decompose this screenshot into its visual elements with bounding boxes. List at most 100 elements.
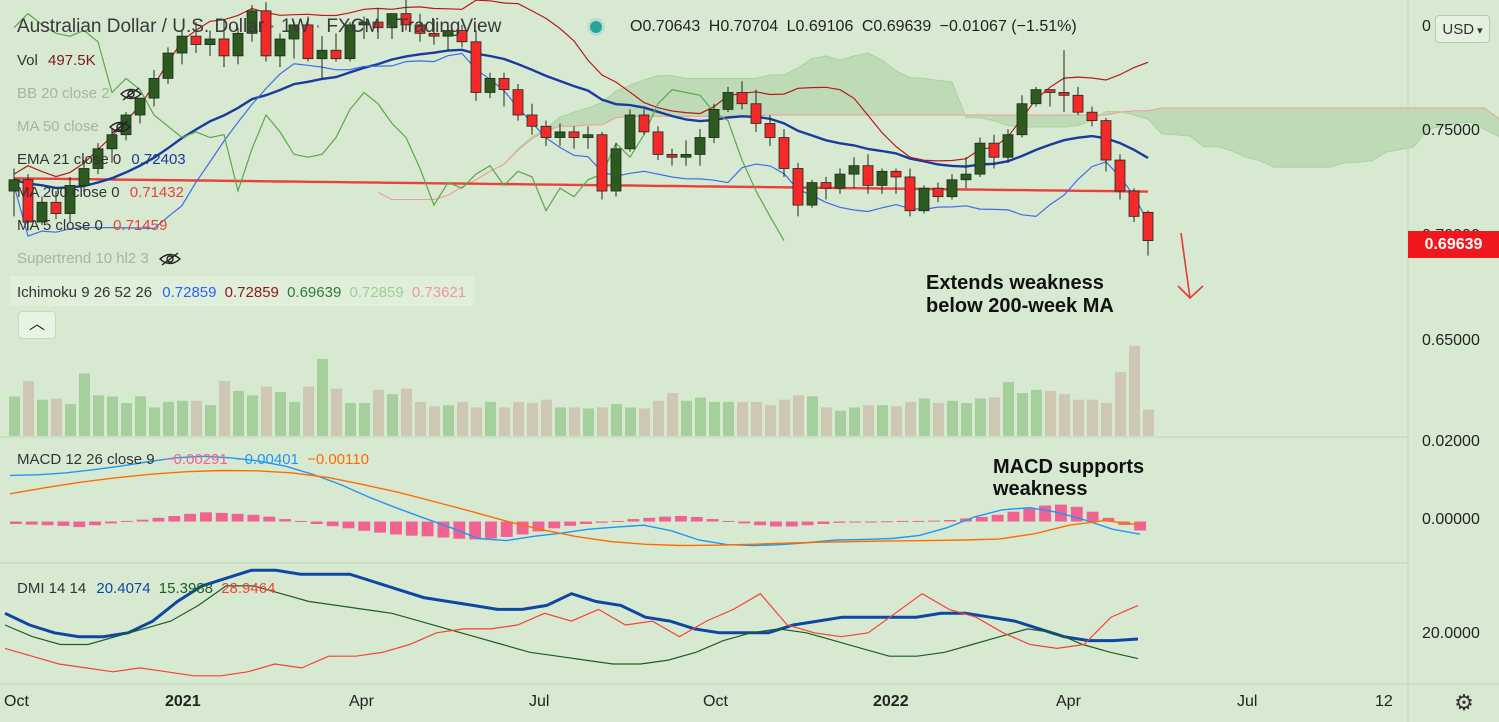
bear-candle (988, 142, 1000, 158)
bull-candle (204, 38, 216, 46)
macd-histogram-bar (801, 521, 814, 526)
volume-bar (9, 396, 20, 436)
macd-histogram-bar (326, 521, 339, 527)
legend-ma50[interactable]: MA 50 close (17, 118, 131, 135)
macd-histogram-bar (754, 521, 767, 526)
bull-candle (974, 142, 986, 175)
bull-candle (176, 35, 188, 54)
symbol-name[interactable]: Australian Dollar / U.S. Dollar (17, 16, 265, 37)
volume-bar (1115, 372, 1126, 436)
bear-candle (778, 137, 790, 169)
macd-histogram-bar (1070, 506, 1083, 522)
volume-bar (499, 407, 510, 436)
low-label: L (786, 18, 796, 35)
bull-candle (106, 134, 118, 150)
volume-bar (597, 407, 608, 436)
volume-bar (569, 407, 580, 436)
volume-bar (751, 401, 762, 436)
legend-label: DMI 14 14 (17, 580, 87, 597)
chevron-down-icon: ▾ (1477, 25, 1483, 37)
ohlc-readout: O0.70643 H0.70704 L0.69106 C0.69639 −0.0… (630, 18, 1077, 36)
currency-label: USD (1442, 21, 1475, 38)
market-status-dot-icon (590, 21, 602, 33)
bull-candle (78, 168, 90, 186)
macd-histogram-bar (279, 519, 292, 522)
volume-bar (947, 400, 958, 436)
legend-vol[interactable]: Vol 497.5K (17, 52, 96, 69)
volume-bar (639, 408, 650, 436)
open-value: 0.70643 (642, 18, 701, 35)
low-value: 0.69106 (795, 18, 854, 35)
signal-line (9, 469, 1141, 547)
bull-candle (848, 165, 860, 175)
time-axis-label: 2022 (873, 693, 909, 710)
volume-bar (359, 403, 370, 436)
senkou-span-b (377, 107, 1499, 200)
hidden-eye-icon[interactable] (108, 118, 131, 135)
macd-histogram-bar (865, 521, 877, 523)
bull-candle (1016, 103, 1028, 136)
bear-candle (764, 123, 776, 138)
volume-bar (877, 405, 888, 436)
bull-candle (134, 97, 146, 116)
legend-dmi[interactable]: DMI 14 14 20.4074 15.3988 28.9464 (17, 580, 275, 597)
legend-bb[interactable]: BB 20 close 2 (17, 85, 142, 102)
bull-candle (274, 38, 286, 57)
currency-selector[interactable]: USD ▾ (1435, 15, 1490, 43)
volume-bar (695, 397, 706, 436)
bull-candle (694, 137, 706, 155)
macd-histogram-bar (89, 521, 102, 526)
macd-histogram-bar (849, 521, 862, 523)
hidden-eye-icon[interactable] (158, 250, 181, 267)
macd-histogram-bar (73, 521, 86, 528)
annotation-price: Extends weakness below 200-week MA (926, 272, 1114, 318)
bear-candle (372, 21, 384, 29)
volume-bar (891, 406, 902, 436)
volume-bar (1031, 389, 1042, 436)
legend-value: −0.00401 (235, 451, 299, 468)
macd-histogram-bar (1007, 511, 1020, 522)
high-value: 0.70704 (720, 18, 779, 35)
hidden-eye-icon[interactable] (119, 85, 142, 102)
bear-candle (498, 77, 510, 91)
legend-ema21[interactable]: EMA 21 close 0 0.72403 (17, 151, 186, 168)
legend-ma200[interactable]: MA 200 close 0 0.71432 (17, 184, 184, 201)
bull-candle (442, 30, 454, 37)
macd-histogram-bar (374, 521, 387, 533)
bear-candle (1072, 94, 1084, 113)
bear-candle (302, 24, 314, 60)
volume-bar (807, 396, 818, 436)
bear-candle (792, 168, 804, 206)
macd-histogram-bar (722, 520, 735, 522)
macd-histogram-bar (706, 519, 719, 522)
interval[interactable]: 1W (280, 16, 310, 37)
legend-ma5[interactable]: MA 5 close 0 0.71459 (17, 217, 167, 234)
legend-value: −0.00291 (164, 451, 228, 468)
legend-macd[interactable]: MACD 12 26 close 9 −0.00291 −0.00401 −0.… (17, 451, 369, 468)
legend-supertrend[interactable]: Supertrend 10 hl2 3 (17, 250, 181, 267)
macd-histogram-bar (675, 516, 687, 522)
bear-candle (652, 131, 664, 155)
volume-bar (415, 401, 426, 436)
macd-histogram-bar (390, 521, 402, 535)
annotation-line: Extends weakness (926, 272, 1104, 294)
gear-icon[interactable]: ⚙ (1454, 690, 1474, 715)
collapse-legend-button[interactable]: ︿ (18, 311, 56, 339)
volume-bar (1059, 394, 1070, 436)
volume-bar (681, 400, 692, 436)
macd-histogram-bar (580, 521, 592, 524)
macd-histogram-bar (690, 516, 703, 522)
volume-bar (541, 399, 552, 436)
macd-histogram-bar (975, 516, 988, 522)
bear-candle (890, 170, 902, 178)
volume-bar (863, 405, 874, 436)
senkou-span-a (377, 52, 1499, 200)
macd-histogram-bar (136, 519, 149, 522)
annotation-line: weakness (993, 478, 1088, 500)
legend-ichimoku[interactable]: Ichimoku 9 26 52 26 0.72859 0.72859 0.69… (10, 276, 475, 306)
bull-candle (92, 148, 104, 169)
bear-candle (512, 89, 524, 116)
volume-bar (849, 407, 860, 436)
volume-bar (1073, 399, 1084, 436)
